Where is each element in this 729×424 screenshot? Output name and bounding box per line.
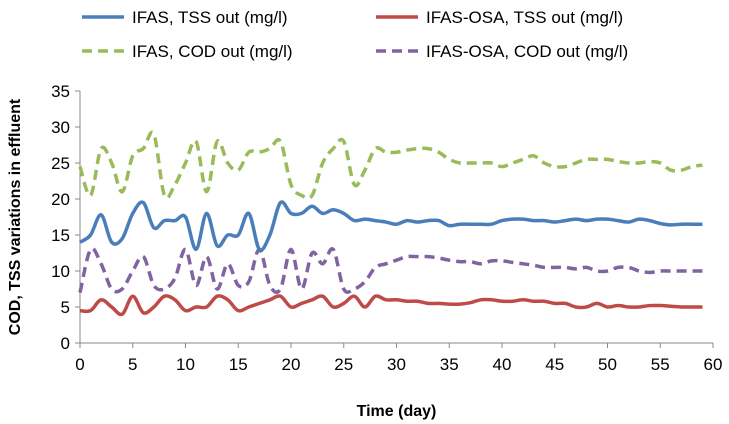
legend-label-ifas-cod: IFAS, COD out (mg/l) bbox=[132, 42, 293, 61]
series-line-ifas-tss bbox=[79, 200, 703, 252]
y-tick-label: 30 bbox=[51, 118, 70, 137]
axes: 0 5 10 15 20 25 30 35 0 5 10 15 20 25 30 35 40 45 50 55 60 bbox=[51, 82, 722, 374]
legend-label-ifas-osa-cod: IFAS-OSA, COD out (mg/l) bbox=[426, 42, 628, 61]
y-axis-title: COD, TSS variations in effluent bbox=[7, 98, 24, 335]
x-tick-label: 35 bbox=[440, 355, 459, 374]
series-line-ifas-osa-cod bbox=[78, 246, 703, 294]
x-tick-label: 60 bbox=[704, 355, 723, 374]
series-line-ifas-osa-tss bbox=[79, 294, 703, 317]
y-tick-label: 25 bbox=[51, 154, 70, 173]
legend: IFAS, TSS out (mg/l) IFAS-OSA, TSS out (… bbox=[82, 8, 628, 61]
x-tick-label: 45 bbox=[545, 355, 564, 374]
legend-label-ifas-tss: IFAS, TSS out (mg/l) bbox=[132, 8, 288, 27]
x-tick-label: 5 bbox=[128, 355, 137, 374]
y-tick-label: 5 bbox=[61, 298, 70, 317]
x-tick-label: 50 bbox=[598, 355, 617, 374]
y-tick-label: 15 bbox=[51, 226, 70, 245]
x-tick-label: 55 bbox=[651, 355, 670, 374]
x-tick-label: 30 bbox=[387, 355, 406, 374]
x-tick-label: 20 bbox=[282, 355, 301, 374]
x-axis-title: Time (day) bbox=[357, 403, 437, 420]
x-tick-label: 40 bbox=[493, 355, 512, 374]
x-tick-label: 0 bbox=[75, 355, 84, 374]
y-tick-label: 35 bbox=[51, 82, 70, 101]
series-line-ifas-cod bbox=[78, 130, 703, 200]
y-tick-label: 10 bbox=[51, 262, 70, 281]
series-group bbox=[78, 130, 703, 317]
x-tick-label: 25 bbox=[334, 355, 353, 374]
legend-label-ifas-osa-tss: IFAS-OSA, TSS out (mg/l) bbox=[426, 8, 623, 27]
x-tick-label: 15 bbox=[229, 355, 248, 374]
y-tick-label: 20 bbox=[51, 190, 70, 209]
x-tick-label: 10 bbox=[176, 355, 195, 374]
y-tick-label: 0 bbox=[61, 334, 70, 353]
